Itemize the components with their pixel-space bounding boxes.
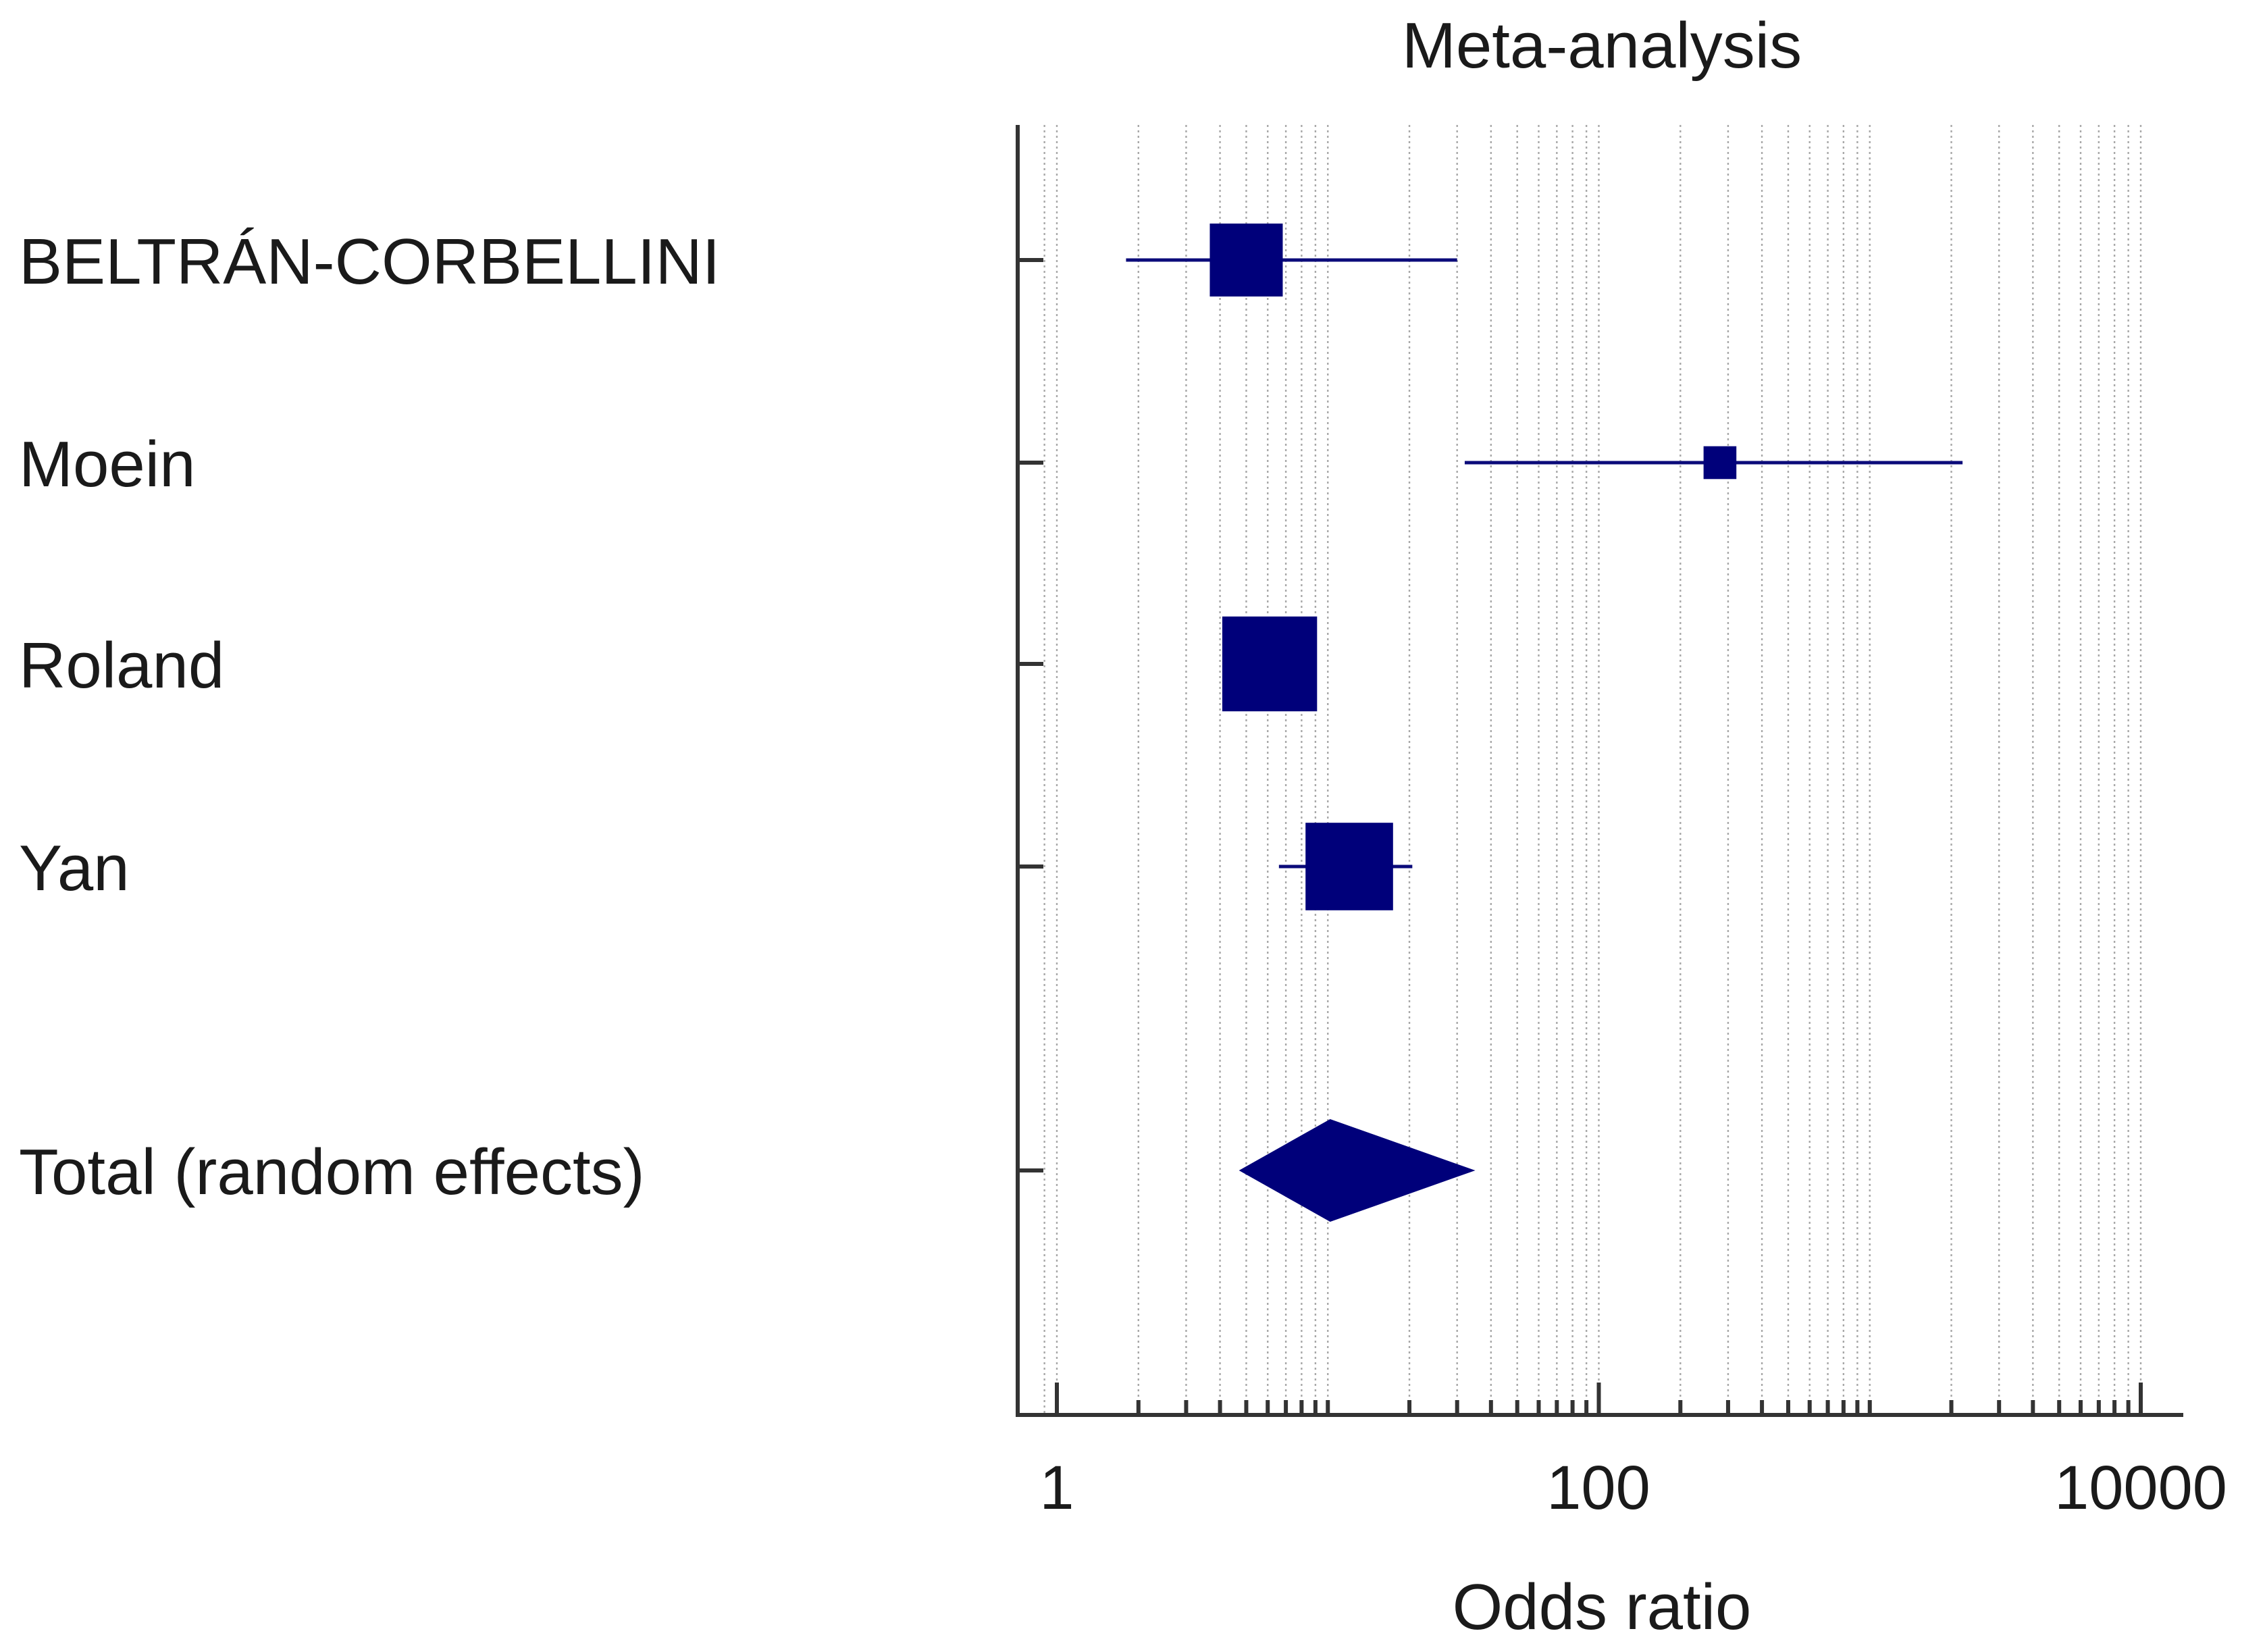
study-label-roland: Roland bbox=[19, 629, 224, 702]
chart-title: Meta-analysis bbox=[1402, 9, 1802, 82]
study-markers bbox=[1126, 224, 1963, 1222]
effect-square-roland bbox=[1222, 616, 1318, 712]
effect-square-yan bbox=[1305, 823, 1393, 910]
x-tick-label-10000: 10000 bbox=[2054, 1453, 2227, 1522]
study-label-yan: Yan bbox=[19, 832, 130, 904]
study-label-moein: Moein bbox=[19, 428, 195, 500]
study-label-beltran-corbellini: BELTRÁN-CORBELLINI bbox=[19, 226, 720, 298]
pooled-diamond bbox=[1239, 1119, 1476, 1222]
chart-text: Meta-analysis Odds ratio BELTRÁN-CORBELL… bbox=[19, 9, 2227, 1643]
x-tick-label-1: 1 bbox=[1039, 1453, 1074, 1522]
effect-square-moein bbox=[1703, 446, 1737, 480]
axes bbox=[1016, 125, 2183, 1417]
axis-spines bbox=[1016, 125, 2183, 1417]
pooled-label: Total (random effects) bbox=[19, 1136, 645, 1208]
grid-lines bbox=[1043, 125, 2142, 1415]
x-tick-label-100: 100 bbox=[1546, 1453, 1650, 1522]
x-axis-title: Odds ratio bbox=[1453, 1571, 1752, 1643]
effect-square-beltr-n-corbellini bbox=[1209, 224, 1283, 296]
